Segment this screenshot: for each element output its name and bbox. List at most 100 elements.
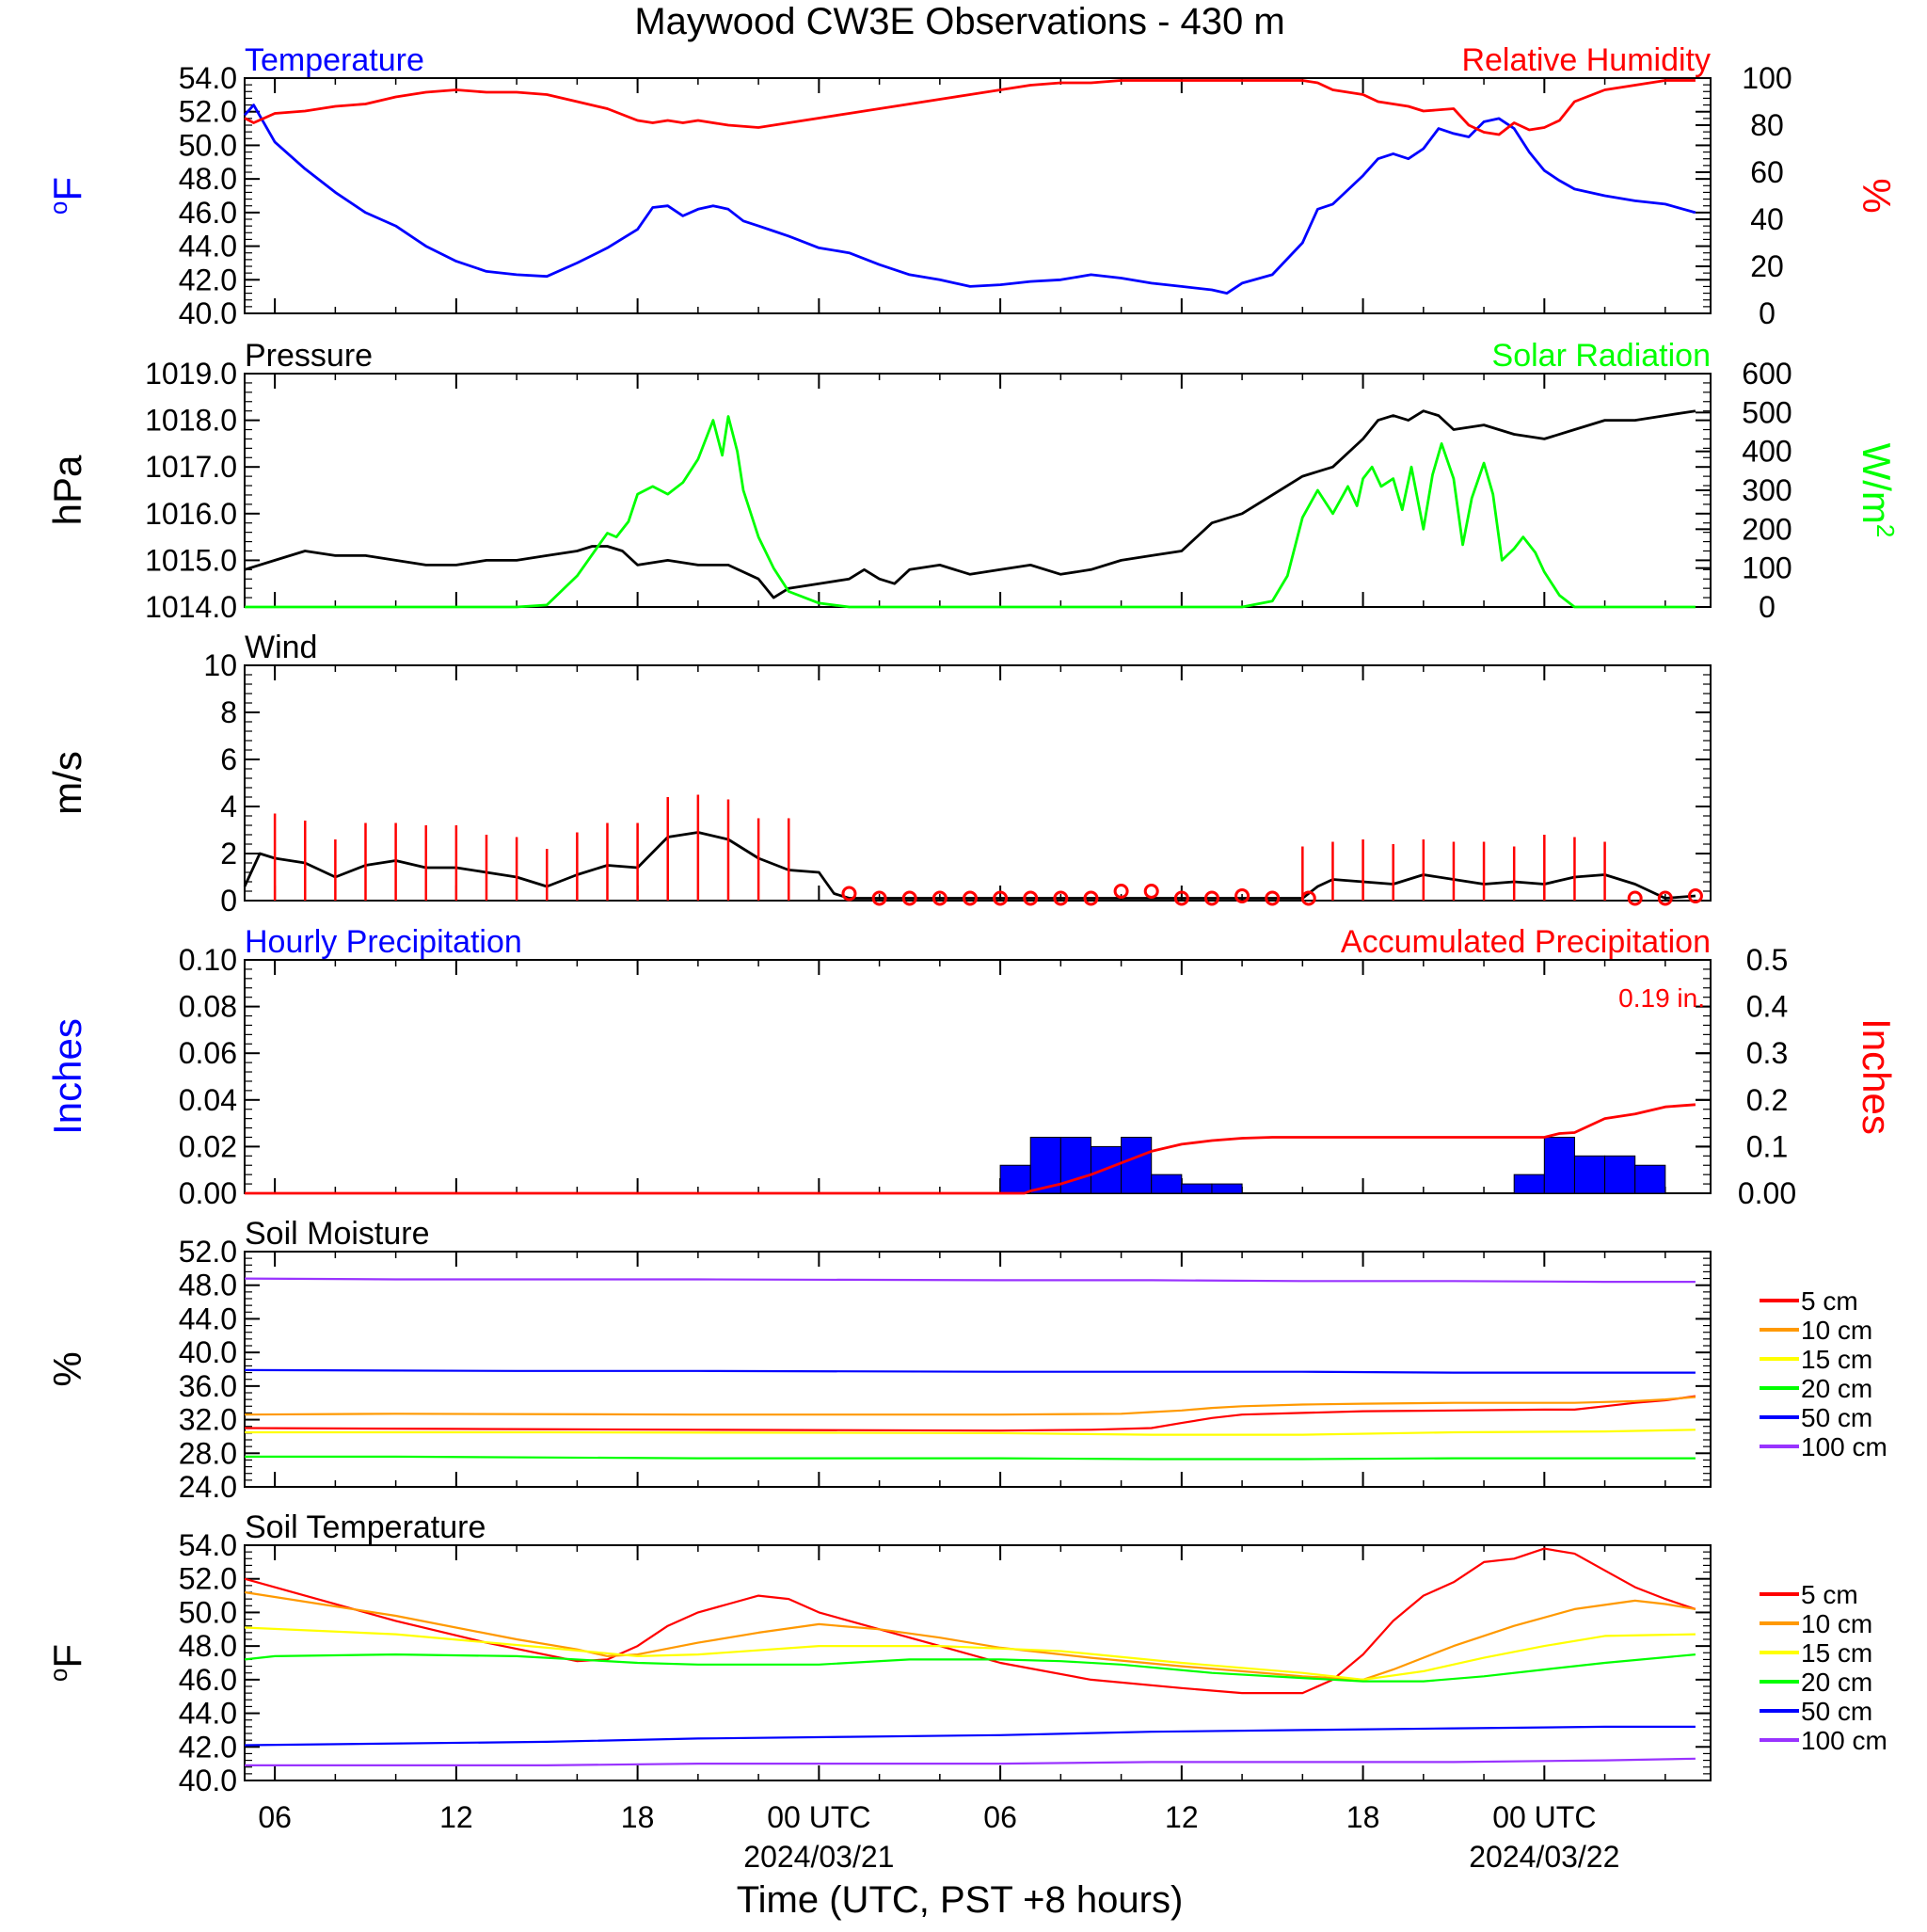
y-tick-label: 8 [220,695,237,729]
panel-right-title: Solar Radiation [1492,338,1711,374]
y-tick-label: 48.0 [179,1629,237,1663]
y-tick-label: 1017.0 [145,450,237,484]
y-tick-label: 32.0 [179,1403,237,1437]
precip-bar [999,1164,1031,1194]
series-line-0 [244,1547,1696,1695]
plot-frame [244,77,1712,314]
series-line-0 [243,831,1696,900]
x-tick-label: 18 [621,1800,655,1834]
y-tick-label: 52.0 [179,95,237,129]
y-tick-label: 48.0 [179,1269,237,1302]
precip-bar [1181,1183,1213,1194]
calm-marker [1627,890,1643,906]
legend-label: 10 cm [1801,1609,1872,1638]
y-right-tick-label: 600 [1742,357,1792,391]
degree-sign: o [44,1669,72,1682]
x-tick-label: 06 [258,1800,292,1834]
y-tick-label: 1019.0 [145,357,237,391]
y-tick-label: 0 [220,884,237,918]
legend-label: 10 cm [1801,1316,1872,1345]
series-line-0 [244,1395,1696,1432]
y-tick-label: 0.02 [179,1129,237,1163]
y-tick-label: 6 [220,742,237,776]
calm-marker [871,890,887,906]
panel-1: 1014.0 1015.0 1016.0 1017.0 1018.0 1019.0 0 100… [45,338,1900,624]
y-right-tick-label: 80 [1750,108,1784,142]
y-tick-label: 54.0 [179,1528,237,1562]
y-tick-label: 1018.0 [145,404,237,438]
legend-label: 100 cm [1801,1726,1887,1755]
series-line-2 [244,1626,1696,1682]
calm-marker [932,890,948,906]
y-tick-label: 1014.0 [145,590,237,624]
y-tick-label: 40.0 [179,296,237,330]
legend-label: 20 cm [1801,1668,1872,1697]
calm-marker [1203,890,1219,906]
y-right-tick-label: 60 [1750,155,1784,189]
y-axis-label: hPa [45,455,89,525]
y-tick-label: 44.0 [179,1697,237,1731]
panel-4: 24.028.032.036.040.044.048.052.0 Soil Moi… [45,1216,1887,1504]
y-tick-label: 2 [220,837,237,870]
x-tick-date: 2024/03/21 [743,1840,894,1874]
series-line-1 [245,1103,1696,1195]
calm-marker [962,890,978,906]
series-line-4 [244,1725,1696,1747]
y-tick-label: 36.0 [179,1369,237,1403]
plot-frame [244,1544,1712,1781]
precip-bar [1634,1164,1666,1194]
x-tick-label: 18 [1346,1800,1380,1834]
accumulated-total-label: 0.19 in. [1618,983,1705,1013]
y-right-tick-label: 0.2 [1746,1083,1788,1117]
y-tick-label: 52.0 [179,1562,237,1596]
y-tick-label: 0.10 [179,943,237,977]
panel-3: 0.00 0.02 0.04 0.06 0.08 0.10 0.00 0.1 0.2 0.3 0.4… [45,924,1899,1210]
fahrenheit-unit: F [45,177,89,201]
legend-label: 15 cm [1801,1345,1872,1374]
y-tick-label: 4 [220,790,237,823]
x-tick-date: 2024/03/22 [1469,1840,1619,1874]
y-tick-label: 46.0 [179,196,237,230]
calm-marker [1265,890,1281,906]
plot-frame [244,1251,1712,1488]
y-tick-label: 1016.0 [145,497,237,531]
y-right-tick-label: 200 [1742,512,1792,546]
plot-frame [244,959,1712,1194]
calm-marker [1023,890,1039,906]
y-axis-label: oF [44,1644,89,1682]
y-right-tick-label: 40 [1750,202,1784,236]
y-right-axis-label: W/m2 [1855,443,1900,538]
panel-right-title: Accumulated Precipitation [1341,924,1711,960]
calm-marker [1657,890,1673,906]
panel-0: 40.042.044.046.048.050.052.054.0 0 20 40 60 8… [44,42,1899,330]
y-right-tick-label: 20 [1750,249,1784,283]
panel-left-title: Soil Moisture [245,1216,430,1252]
y-right-tick-label: 100 [1742,551,1792,585]
y-tick-label: 0.08 [179,990,237,1024]
squared-superscript: 2 [1871,524,1900,537]
panel-left-title: Hourly Precipitation [245,924,522,960]
y-tick-label: 1015.0 [145,543,237,577]
y-tick-label: 46.0 [179,1663,237,1697]
y-tick-label: 0.00 [179,1176,237,1210]
calm-marker [1300,890,1316,906]
y-right-tick-label: 500 [1742,395,1792,429]
panel-left-title: Wind [245,630,317,665]
calm-marker [841,886,857,902]
precip-bar [1543,1136,1575,1194]
y-tick-label: 42.0 [179,1730,237,1764]
legend-label: 100 cm [1801,1432,1887,1461]
y-axis-label: Inches [45,1018,89,1135]
panel-2: 0 2 4 6 8 10 Wind m/s [45,630,1712,918]
y-tick-label: 48.0 [179,162,237,196]
y-tick-label: 0.04 [179,1083,237,1117]
precip-bar [1121,1136,1153,1194]
series-line-2 [245,1429,1696,1436]
precip-bar [1059,1136,1091,1194]
series-line-1 [244,1396,1696,1416]
y-right-tick-label: 100 [1742,61,1792,95]
calm-marker [901,890,917,906]
y-tick-label: 24.0 [179,1470,237,1504]
